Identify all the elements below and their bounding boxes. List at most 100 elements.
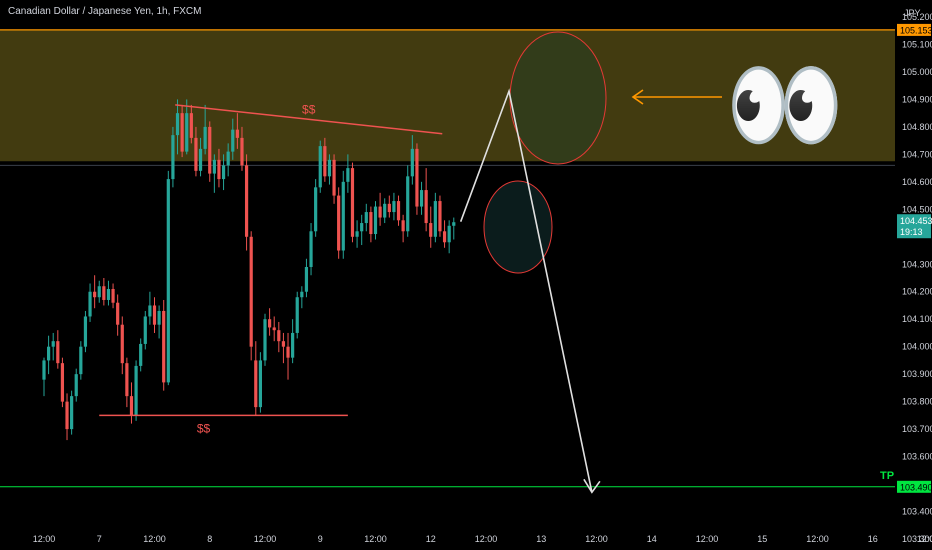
- candle-body: [249, 236, 253, 347]
- tp-price-tag: [897, 480, 931, 493]
- bottom-liquidity-label: $$: [197, 421, 211, 435]
- candle: [221, 154, 226, 191]
- candle: [447, 220, 451, 254]
- candle-body: [332, 159, 336, 196]
- currency-label: JPY: [904, 8, 921, 18]
- candle-body: [171, 135, 175, 180]
- candle-body: [263, 319, 267, 361]
- candles: [42, 99, 456, 441]
- candle: [378, 192, 382, 226]
- candle: [281, 332, 286, 364]
- resistance-price-label: 105.153: [900, 25, 932, 35]
- time-tick-label: 12:00: [364, 534, 387, 544]
- candle-body: [429, 223, 433, 237]
- last-price-tag: [897, 214, 931, 239]
- time-tick-label: 12:00: [806, 534, 829, 544]
- candle: [120, 316, 124, 375]
- resistance-zone: [0, 29, 895, 162]
- candle-body: [185, 113, 189, 152]
- candle: [263, 313, 267, 366]
- candle: [106, 280, 111, 306]
- time-tick-labels: 12:00 7 12:00 8 12:00 9 12:00 12 12:00 13 12:00 14 1…: [33, 534, 932, 544]
- price-axis[interactable]: JPY 105.200105.100105.000104.900104.8001…: [895, 0, 932, 550]
- price-tick-label: 103.300: [902, 534, 932, 544]
- candle-body: [217, 159, 221, 180]
- candle: [139, 338, 143, 372]
- candle-body: [327, 159, 332, 177]
- candle: [452, 217, 456, 240]
- time-tick-label: 9: [318, 534, 323, 544]
- candle: [318, 140, 322, 193]
- price-tick-label: 103.600: [902, 452, 932, 462]
- price-tick-label: 104.700: [902, 149, 932, 159]
- candle-body: [258, 360, 262, 408]
- candle-body: [309, 231, 313, 268]
- candle: [175, 99, 180, 155]
- price-tick-label: 104.300: [902, 259, 932, 269]
- candle: [277, 321, 281, 353]
- candle: [295, 291, 299, 339]
- candle: [83, 310, 88, 353]
- candle-body: [88, 291, 92, 317]
- top-liquidity-label: $$: [302, 102, 316, 116]
- candle-body: [272, 327, 276, 331]
- candle-body: [369, 212, 373, 235]
- candle-body: [235, 129, 239, 138]
- candle-body: [396, 201, 401, 221]
- candle-body: [212, 159, 216, 174]
- candle-body: [157, 310, 161, 325]
- current-circle: [483, 180, 553, 274]
- candle: [88, 283, 92, 322]
- candle-body: [180, 113, 184, 152]
- price-tick-label: 104.900: [902, 94, 932, 104]
- price-axis-bg: [895, 0, 932, 550]
- candle: [327, 154, 332, 185]
- candle: [433, 192, 437, 243]
- candle: [166, 170, 170, 386]
- candle: [235, 113, 239, 149]
- candle: [314, 179, 318, 237]
- candle-body: [304, 267, 309, 292]
- candle: [355, 220, 359, 248]
- candle-body: [346, 168, 350, 182]
- time-axis[interactable]: 12:00 7 12:00 8 12:00 9 12:00 12 12:00 13 12:00 14 1…: [33, 534, 932, 544]
- price-tick-label: 105.000: [902, 67, 932, 77]
- candle-body: [401, 220, 405, 232]
- candle: [419, 181, 424, 215]
- candle-body: [295, 297, 299, 333]
- candle: [42, 357, 46, 397]
- candle: [392, 192, 396, 221]
- candle: [231, 118, 235, 160]
- candle: [346, 154, 350, 193]
- candle: [143, 310, 147, 350]
- candle: [212, 154, 216, 193]
- candle: [258, 352, 262, 413]
- candle: [286, 332, 290, 380]
- candle-body: [244, 165, 249, 237]
- candle: [226, 143, 230, 177]
- last-price-countdown: 19:13: [900, 227, 923, 237]
- price-tick-label: 103.700: [902, 424, 932, 434]
- price-tick-labels: 105.200 105.100 105.000 104.900 104.800 104.7…: [902, 12, 932, 544]
- annotations: $$ $$ 👀: [99, 31, 845, 494]
- resistance-price-tag: [897, 23, 931, 36]
- candle: [116, 294, 120, 336]
- candle-body: [42, 360, 46, 380]
- candle-body: [166, 179, 170, 383]
- time-tick-label: 13: [536, 534, 546, 544]
- candle: [93, 275, 97, 309]
- last-price-label: 104.453: [900, 216, 932, 226]
- candle: [194, 126, 198, 177]
- candle: [162, 299, 166, 391]
- candle: [396, 195, 401, 226]
- candle: [79, 341, 83, 380]
- candle-body: [106, 288, 111, 300]
- candle-body: [373, 206, 378, 235]
- candle: [180, 104, 184, 158]
- eyes-emoji: 👀: [725, 52, 845, 159]
- candle: [387, 195, 391, 218]
- candle: [406, 165, 410, 237]
- candle: [364, 203, 368, 232]
- candle-body: [116, 302, 120, 325]
